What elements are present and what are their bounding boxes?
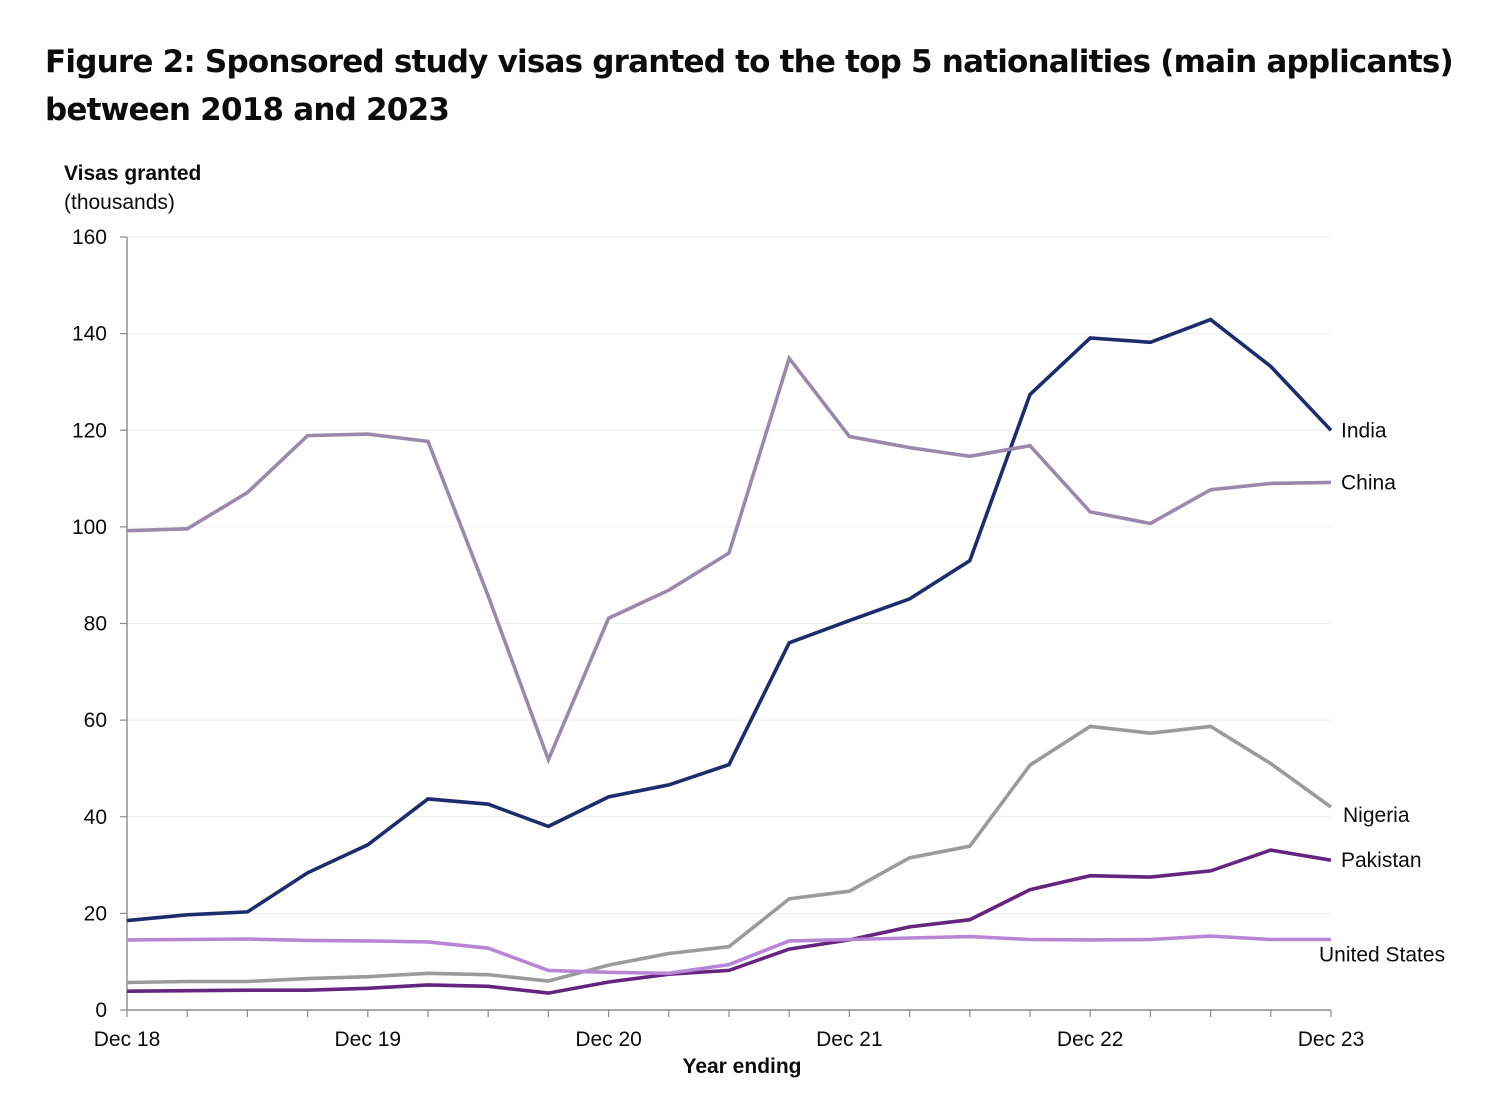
series-line-nigeria — [126, 724, 1333, 985]
x-axis-title: Year ending — [682, 1055, 801, 1078]
y-tick-label: 160 — [72, 226, 107, 249]
series-label-pakistan: Pakistan — [1341, 849, 1422, 872]
series-line-united-states — [126, 934, 1331, 976]
y-tick-label: 120 — [72, 419, 107, 442]
y-axis-title: Visas granted — [64, 162, 202, 185]
series-label-united-states: United States — [1319, 943, 1445, 966]
series-lines — [126, 317, 1333, 995]
series-line-india — [126, 317, 1333, 923]
x-tick-label: Dec 20 — [575, 1028, 642, 1051]
y-tick-label: 80 — [84, 613, 107, 636]
figure-title: Figure 2: Sponsored study visas granted … — [45, 44, 1454, 128]
x-tick-label: Dec 19 — [335, 1028, 402, 1051]
y-tick-label: 20 — [84, 902, 107, 925]
y-axis-unit: (thousands) — [64, 191, 175, 214]
x-tick-label: Dec 22 — [1057, 1028, 1124, 1051]
y-tick-label: 60 — [84, 709, 107, 732]
y-tick-label: 100 — [72, 516, 107, 539]
y-tick-label: 40 — [84, 806, 107, 829]
axes: 0 20 40 60 80 100 120 140 160 Dec 18 Dec 19 Dec 20 D… — [72, 226, 1364, 1051]
series-line-china — [126, 354, 1332, 765]
x-tick-label: Dec 21 — [816, 1028, 883, 1051]
series-labels: India China Nigeria Pakistan United States — [1319, 419, 1445, 966]
series-label-india: India — [1341, 419, 1387, 442]
series-label-china: China — [1341, 471, 1396, 494]
y-tick-label: 140 — [72, 323, 107, 346]
series-line-pakistan — [126, 848, 1332, 995]
x-tick-label: Dec 18 — [94, 1028, 161, 1051]
series-label-nigeria: Nigeria — [1343, 804, 1410, 827]
gridlines — [127, 236, 1331, 914]
x-tick-label: Dec 23 — [1298, 1028, 1365, 1051]
y-tick-label: 0 — [95, 999, 107, 1022]
